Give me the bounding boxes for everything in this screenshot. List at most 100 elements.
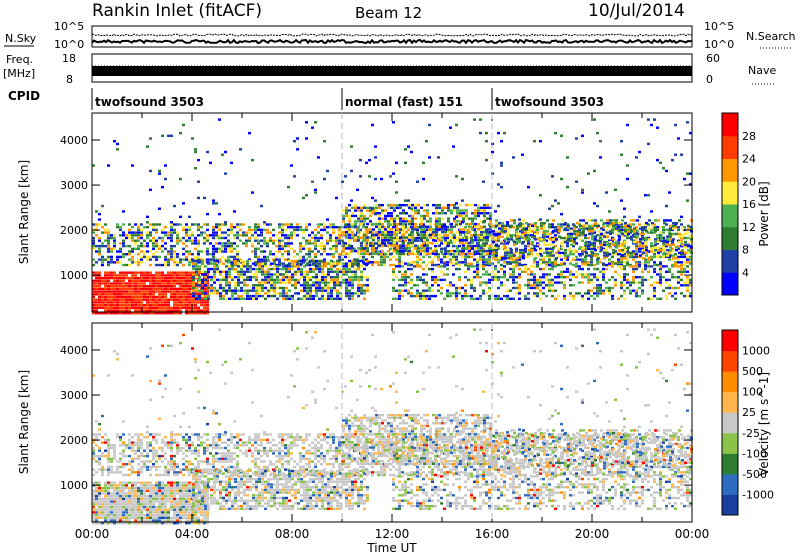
velocity-cell [119,452,122,454]
power-cell [500,186,503,188]
power-cell [441,231,444,233]
power-cell [429,217,432,219]
power-cell [630,219,633,221]
power-cell [603,254,606,256]
power-cell [638,265,641,267]
power-cell [464,261,467,263]
power-cell [522,225,525,227]
power-cell [674,292,677,294]
power-cell [444,250,447,252]
power-cell [137,253,140,255]
power-cell [306,271,309,273]
power-cell [237,279,240,281]
power-cell [591,254,594,256]
power-cell [581,295,584,297]
power-cell [398,279,401,281]
power-cell [261,271,264,273]
power-cell [227,240,230,242]
power-cell [245,234,248,236]
power-cell [668,191,671,193]
power-cell [279,268,282,270]
power-cell [357,220,360,222]
power-cell [122,271,125,273]
power-cell [188,274,191,276]
power-cell [404,273,407,275]
power-cell [503,271,506,273]
power-cell [363,250,366,252]
power-cell [516,225,519,227]
power-cell [530,287,533,289]
power-cell [192,289,195,291]
power-cell [431,284,434,286]
power-cell [419,276,422,278]
power-cell [345,273,348,275]
noise-right-tick-top: 10^5 [704,20,734,33]
power-cell [269,240,272,242]
power-cell [548,223,551,225]
power-cell [372,239,375,241]
noise-panel: N.Sky 10^5 10^0 10^5 10^0 N.Search [4,20,796,51]
power-cell [258,284,261,286]
power-cell [459,250,462,252]
power-cell [167,301,170,303]
power-cell [284,223,287,225]
power-cell [197,159,200,161]
power-cell [581,276,584,278]
power-cell [327,273,330,275]
power-cell [161,271,164,273]
power-cell [474,226,477,228]
power-cell [503,261,506,263]
power-cell [273,289,276,291]
power-cell [357,262,360,264]
power-cell [272,234,275,236]
power-cell [237,289,240,291]
power-cell [561,252,564,254]
power-cell [518,268,521,270]
power-cell [399,207,402,209]
power-cell [185,282,188,284]
power-cell [257,240,260,242]
power-cell [461,298,464,300]
power-cell [158,288,161,290]
power-cell [549,252,552,254]
power-cell [573,257,576,259]
power-cell [471,247,474,249]
power-cell [444,228,447,230]
power-cell [98,307,101,309]
power-cell [600,249,603,251]
power-cell [582,249,585,251]
power-cell [665,205,668,207]
power-cell [480,226,483,228]
power-cell [534,233,537,235]
power-cell [533,276,536,278]
power-cell [528,227,531,229]
power-cell [686,237,689,239]
power-cell [648,227,651,229]
power-cell [575,265,578,267]
power-cell [348,279,351,281]
power-cell [294,292,297,294]
power-cell [546,252,549,254]
power-cell [116,285,119,287]
power-cell [591,252,594,254]
power-cell [300,262,303,264]
velocity-cell [113,455,116,457]
power-cell [456,220,459,222]
power-cell [474,247,477,249]
velocity-cell [107,447,110,449]
power-cell [423,236,426,238]
power-cell [206,229,209,231]
power-cell [98,213,101,215]
power-cell [518,292,521,294]
power-cell [318,289,321,291]
power-cell [167,135,170,137]
power-cell [422,292,425,294]
power-cell [551,281,554,283]
power-cell [161,250,164,252]
power-cell [326,242,329,244]
power-cell [608,289,611,291]
power-cell [288,289,291,291]
power-cell [357,289,360,291]
y-tick-label: 3000 [60,179,88,192]
power-cell [627,225,630,227]
